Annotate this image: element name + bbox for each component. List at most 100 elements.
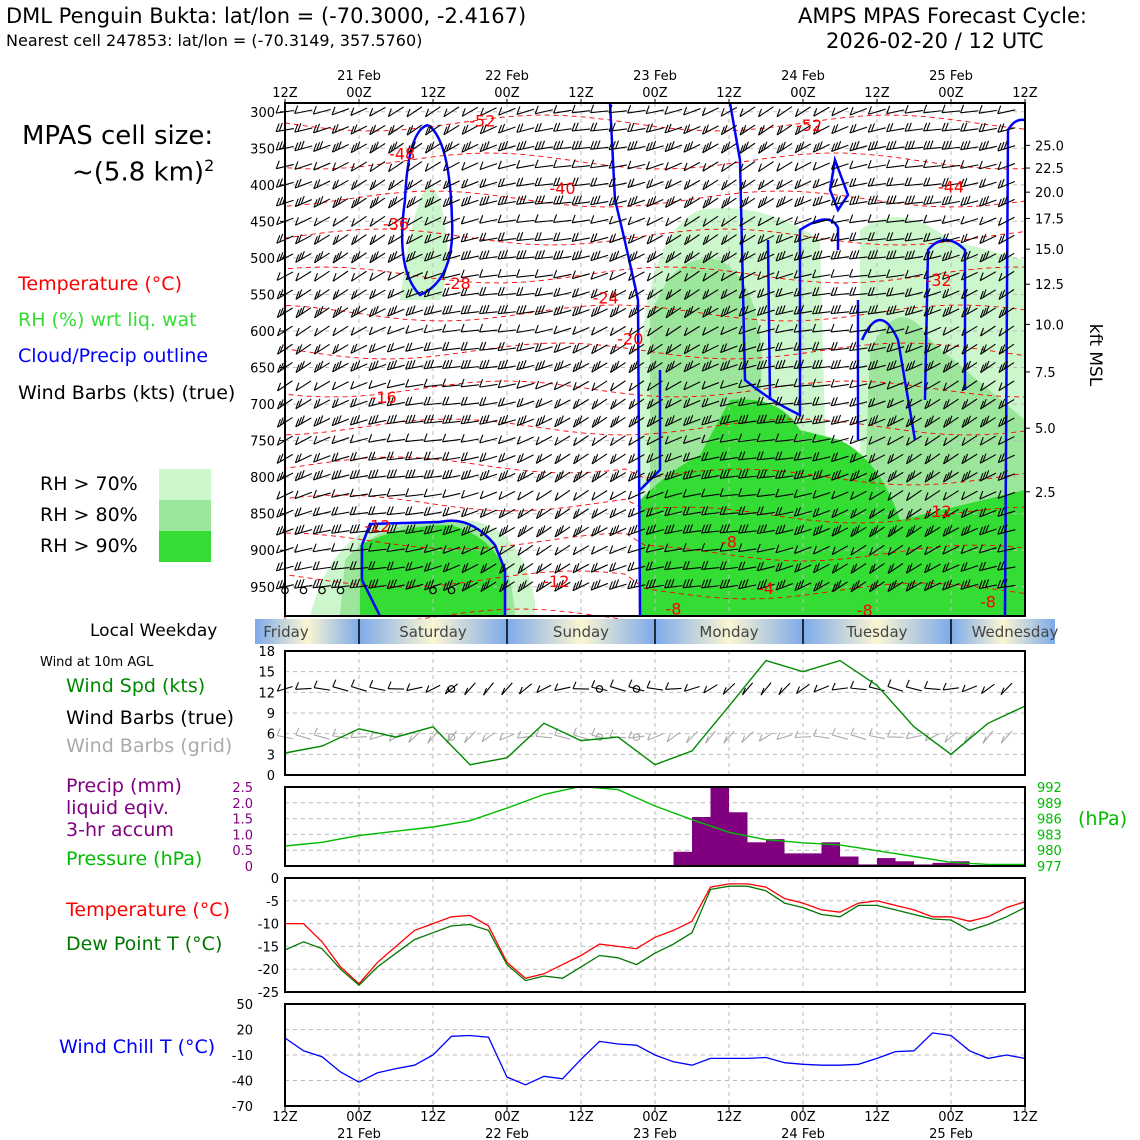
wind-barb-flag <box>834 526 839 535</box>
wind-barb-952 <box>923 232 942 242</box>
wind-barb-flag <box>319 140 324 150</box>
wind-barb-flag <box>836 250 842 259</box>
wind-barb-shaft <box>850 490 867 501</box>
wind-barb-shaft <box>905 581 923 592</box>
wind-barb-flag <box>516 342 521 352</box>
weekday-label-4: Tuesday <box>845 623 907 641</box>
wind-barb-shaft <box>924 380 941 391</box>
wind-barb-509 <box>609 524 627 537</box>
wind-barb-flag <box>685 579 690 588</box>
wind-barb-flag <box>405 415 410 424</box>
wind-barb-flag <box>873 304 879 314</box>
wind-barb-703 <box>758 124 774 136</box>
wind-barb-flag <box>479 233 484 242</box>
wind-barb-flag <box>460 305 465 315</box>
wind-barb-shaft <box>683 530 701 534</box>
wind-barb-flag <box>664 507 669 516</box>
wind-barb-443 <box>572 305 590 317</box>
wind-barb-536 <box>627 524 646 536</box>
wind-barb-shaft <box>757 402 775 406</box>
wind-barb-flag <box>522 415 527 424</box>
wind-barb-shaft <box>332 362 349 373</box>
wind-barb-533 <box>627 470 645 482</box>
wind-barb-shaft <box>572 344 590 354</box>
wind-barb-flag <box>760 179 765 189</box>
wind-barb-shaft <box>591 490 608 501</box>
wind-barb-flag <box>504 525 509 534</box>
wind-barb-flag <box>516 214 521 223</box>
wind-barb-flag <box>704 397 709 407</box>
wind-barb-169 <box>387 234 404 245</box>
wind-barb-841 <box>849 177 868 188</box>
wind-barb-shaft <box>998 454 1015 464</box>
wind-barb-flag <box>775 360 780 369</box>
wind-barb-flag <box>929 415 934 424</box>
wind-barb-shaft <box>961 398 978 410</box>
wind-barb-388 <box>534 287 553 297</box>
wind-barb-218 <box>424 141 441 154</box>
wind-barb-flag <box>705 234 710 244</box>
wind-barb-flag <box>831 125 836 134</box>
wind-barb-flag <box>334 560 339 570</box>
wind-barb-flag <box>572 528 577 537</box>
wind-barb-flag <box>633 305 638 315</box>
wind-barb-flag <box>929 579 934 589</box>
wind-barb-shaft <box>461 162 479 171</box>
wind-barb-flag <box>982 307 987 317</box>
wind-barb-225 <box>423 270 442 280</box>
wind-barb-flag <box>683 363 688 372</box>
wind-barb-flag <box>760 143 765 152</box>
wind-barb-shaft <box>609 509 627 519</box>
precip-ytick-4: 2.0 <box>232 797 253 812</box>
wind-barb-305 <box>479 250 498 260</box>
temperature-contour-label-8: -32 <box>926 271 952 290</box>
wind-barb-flag <box>482 305 487 314</box>
wind-barb-flag <box>1000 507 1005 516</box>
wind-barb-flag <box>485 304 490 314</box>
wind-barb-shaft <box>775 384 794 388</box>
wind-barb-flag <box>966 250 971 260</box>
wind-barb-flag <box>924 474 929 483</box>
wind-barb-flag <box>504 140 509 150</box>
wind-barb-shaft <box>425 106 441 118</box>
wind-barb-flag <box>982 453 987 462</box>
wind-barb-516 <box>627 160 646 170</box>
wind-barb-315 <box>479 434 498 444</box>
wind10m-barb-flag <box>795 686 801 694</box>
wind-barb-984 <box>942 326 960 336</box>
wind-barb-flag <box>997 217 1002 226</box>
wind-barb-760 <box>794 179 812 190</box>
wind-barb-flag <box>387 325 392 335</box>
wind-barb-flag <box>985 524 990 533</box>
wind-barb-flag <box>356 251 361 260</box>
wind10m-barb-shaft <box>1000 682 1013 696</box>
wind-barb-852 <box>849 379 868 389</box>
wind-barb-171 <box>387 271 405 281</box>
wind-barb-shaft <box>702 270 719 282</box>
wind-barb-shaft <box>516 382 535 389</box>
wind-barb-shaft <box>831 237 849 242</box>
wind-barb-flag <box>948 415 953 424</box>
wind10m-barb-shaft <box>573 734 589 741</box>
wind-barb-shaft <box>554 399 571 409</box>
wind-barb-flag <box>519 342 524 351</box>
wind-barb-flag <box>534 269 539 278</box>
wind-barb-flag <box>627 104 632 114</box>
wind10m-barb-41 <box>647 732 663 741</box>
wind-barb-flag <box>485 250 490 259</box>
wind-barb-shaft <box>757 235 775 245</box>
wind-barb-flag <box>423 433 428 442</box>
wind-barb-flag <box>904 251 909 260</box>
wind-barb-flag <box>741 252 746 261</box>
wind-barb-138 <box>369 161 386 172</box>
wind-barb-flag <box>979 272 984 281</box>
wind-barb-shaft <box>553 255 572 260</box>
wind-barb-flag <box>781 305 786 314</box>
wind-barb-flag <box>497 287 502 296</box>
wind-barb-shaft <box>906 435 922 446</box>
wind-barb-flag <box>867 287 872 296</box>
wind-barb-flag <box>853 581 858 591</box>
wind-barb-flag <box>1003 360 1008 370</box>
wind-barb-222 <box>424 216 442 226</box>
wind-barb-flag <box>559 140 564 149</box>
